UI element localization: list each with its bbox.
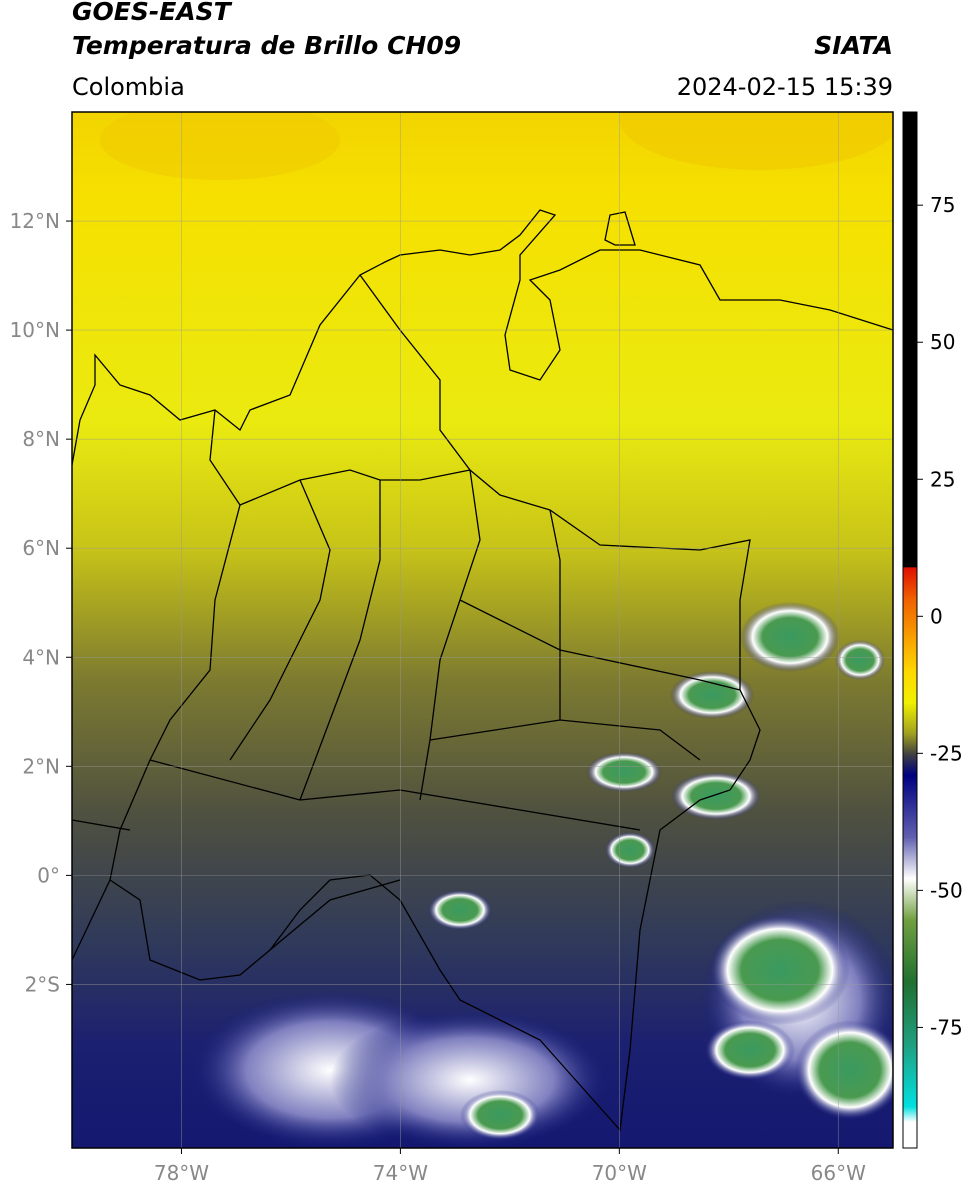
colorbar-tick-label: -25 (930, 741, 963, 765)
lat-tick-label: 0° (37, 863, 60, 887)
lat-tick-label: 2°N (22, 754, 60, 778)
lon-tick-label: 70°W (592, 1161, 647, 1185)
colorbar-tick-label: -50 (930, 878, 963, 902)
lon-tick-label: 78°W (154, 1161, 209, 1185)
lon-tick-label: 66°W (811, 1161, 866, 1185)
source: SIATA (814, 31, 893, 60)
title: GOES-EAST (72, 0, 233, 26)
lat-tick-label: 10°N (10, 318, 60, 342)
lat-tick-label: 8°N (22, 427, 60, 451)
lines (72, 112, 893, 1148)
satellite-image (72, 112, 893, 1148)
map-frame (71, 111, 894, 1149)
region: Colombia (72, 73, 185, 101)
colorbar (902, 111, 918, 1149)
lat-tick-label: 4°N (22, 645, 60, 669)
colorbar-tick-label: 0 (930, 604, 943, 628)
colorbar-tick-label: 75 (930, 193, 955, 217)
colorbar-tick-label: -75 (930, 1015, 963, 1039)
lat-tick-label: 12°N (10, 209, 60, 233)
colorbar-tick-label: 25 (930, 467, 955, 491)
lat-tick-label: 6°N (22, 536, 60, 560)
subtitle: Temperatura de Brillo CH09 (72, 31, 461, 60)
lon-tick-label: 74°W (373, 1161, 428, 1185)
lat-tick-label: 2°S (25, 972, 60, 996)
colorbar-tick-label: 50 (930, 330, 955, 354)
datetime: 2024-02-15 15:39 (677, 73, 893, 101)
